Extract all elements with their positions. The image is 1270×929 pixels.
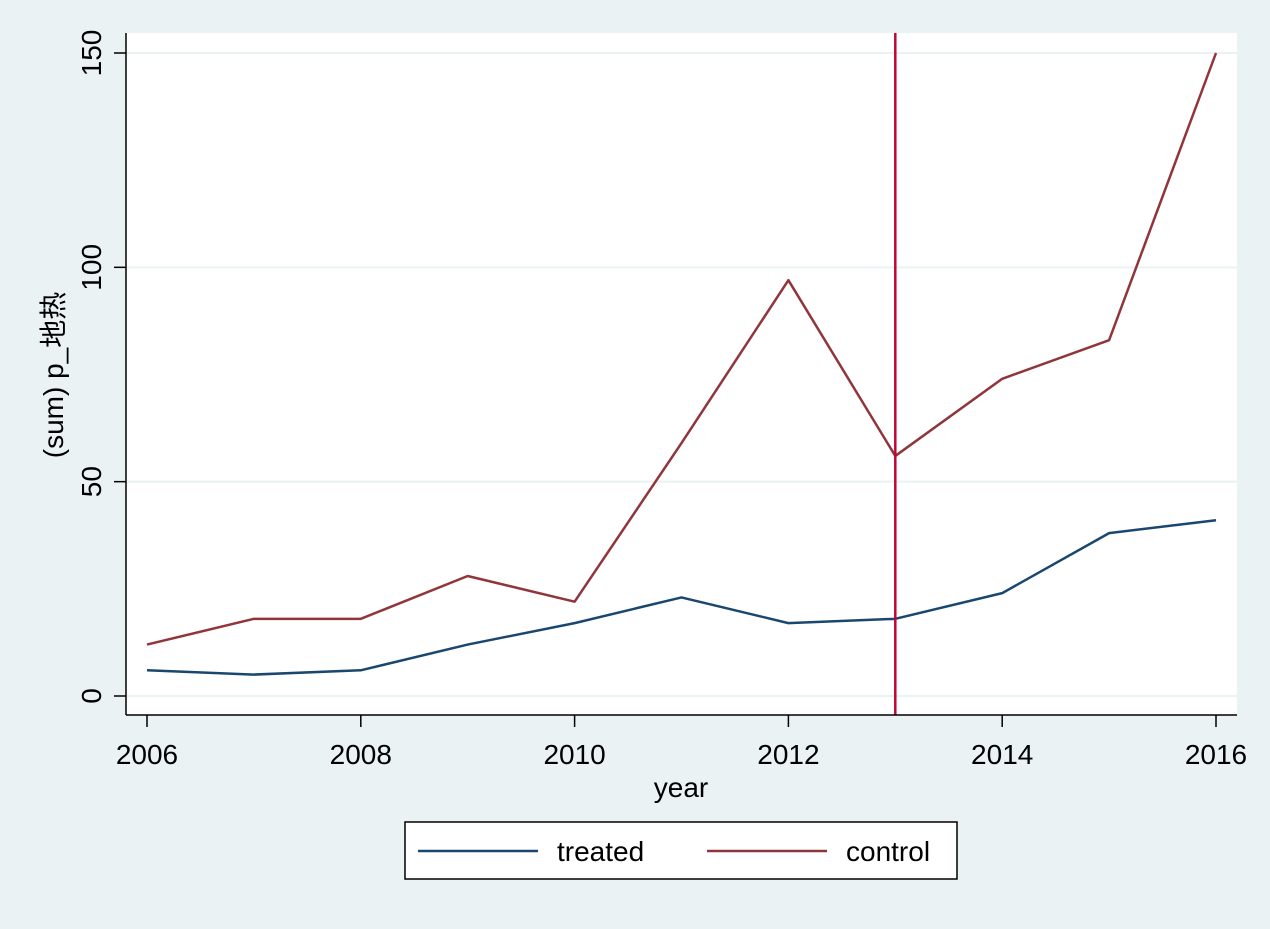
y-ticks: 0 50 100 150: [76, 30, 126, 704]
x-tick-label-5: 2016: [1185, 739, 1247, 770]
x-tick-label-0: 2006: [116, 739, 178, 770]
x-ticks: 2006 2008 2010 2012 2014 2016: [116, 715, 1247, 770]
x-tick-label-4: 2014: [971, 739, 1033, 770]
plot-area: [126, 33, 1237, 715]
series-lines: [146, 52, 1218, 676]
y-tick-label-3: 150: [76, 30, 107, 77]
x-tick-label-2: 2010: [543, 739, 605, 770]
legend-label-treated: treated: [557, 836, 644, 867]
x-tick-label-1: 2008: [330, 739, 392, 770]
axes: [125, 33, 1237, 716]
x-axis-title: year: [654, 772, 708, 803]
legend-label-control: control: [846, 836, 930, 867]
y-axis-title: (sum) p_地热: [38, 292, 69, 458]
series-line-control: [146, 52, 1218, 646]
gridlines: [126, 52, 1237, 697]
x-tick-label-3: 2012: [757, 739, 819, 770]
series-line-treated: [146, 519, 1217, 676]
y-tick-label-1: 50: [76, 466, 107, 497]
y-tick-label-2: 100: [76, 244, 107, 291]
y-tick-label-0: 0: [76, 688, 107, 704]
legend: treated control: [404, 821, 958, 880]
